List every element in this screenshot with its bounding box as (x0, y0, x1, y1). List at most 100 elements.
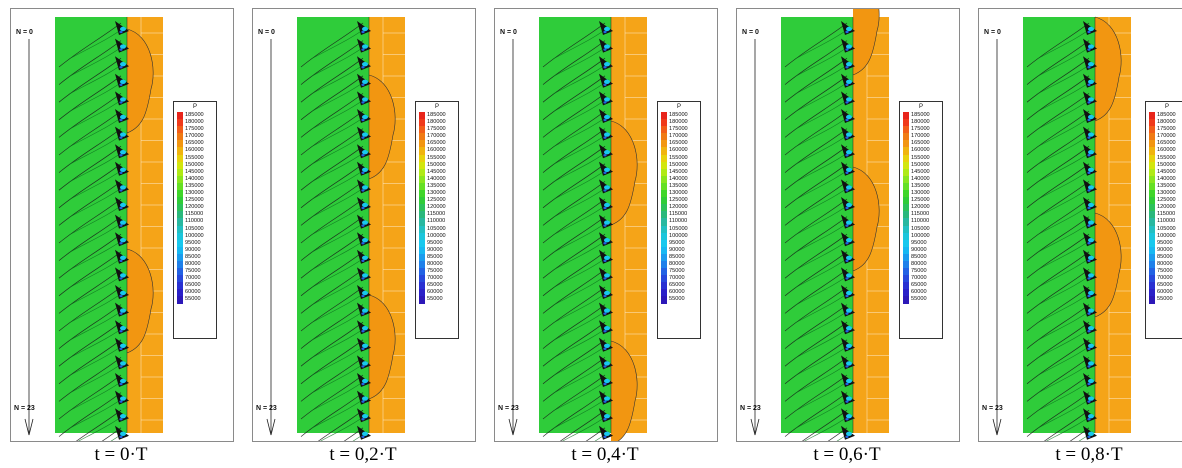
legend-swatch (1149, 197, 1155, 205)
legend-swatch (1149, 204, 1155, 212)
legend-row: 120000 (903, 204, 930, 212)
legend-row: 155000 (661, 154, 688, 162)
legend-swatch (1149, 168, 1155, 176)
legend-row: 80000 (419, 260, 446, 269)
legend-value: 85000 (1157, 253, 1173, 260)
legend-row: 165000 (903, 140, 930, 148)
legend-swatch (661, 232, 667, 240)
legend-swatch (1149, 282, 1155, 290)
legend-title: P (434, 104, 439, 110)
legend-row: 180000 (661, 119, 688, 127)
legend-value: 155000 (1157, 154, 1176, 161)
legend-swatch (1149, 275, 1155, 283)
legend-value: 80000 (427, 260, 443, 267)
legend-row: 130000 (177, 190, 204, 198)
passage-end-label: N = 23 (256, 405, 277, 412)
legend-row: 65000 (177, 282, 204, 290)
legend-row: 150000 (1149, 161, 1176, 169)
legend-swatch (419, 182, 425, 191)
legend-row: 170000 (419, 133, 446, 141)
legend-swatch (903, 225, 909, 233)
legend-value: 70000 (669, 275, 685, 282)
legend-value: 185000 (911, 112, 930, 118)
legend-swatch (903, 239, 909, 247)
legend-swatch (661, 275, 667, 283)
legend-row: 125000 (419, 197, 446, 205)
blade-wakes (1026, 21, 1097, 441)
legend-swatch (177, 225, 183, 233)
legend-value: 85000 (427, 253, 443, 260)
legend-swatch (661, 154, 667, 162)
legend-swatch (661, 133, 667, 141)
legend-row: 105000 (661, 225, 688, 233)
legend-row: 90000 (1149, 246, 1176, 254)
legend-row: 165000 (177, 140, 204, 148)
legend-value: 150000 (911, 161, 930, 168)
legend-row: 145000 (177, 168, 204, 176)
legend-value: 175000 (185, 126, 204, 133)
contour-plot (24, 17, 163, 441)
time-caption: t = 0,6·T (813, 444, 881, 465)
legend-swatch (1149, 218, 1155, 226)
legend-row: 70000 (419, 275, 446, 283)
legend-swatch (661, 296, 667, 304)
legend-value: 120000 (427, 204, 446, 211)
legend-swatch (177, 175, 183, 183)
legend-value: 85000 (911, 253, 927, 260)
passage-axis-arrowhead (508, 418, 518, 436)
legend-value: 120000 (185, 204, 204, 211)
passage-start-label: N = 0 (742, 29, 759, 36)
legend-swatch (419, 239, 425, 247)
legend-value: 100000 (185, 232, 204, 239)
legend-value: 115000 (185, 211, 204, 218)
legend-scale: 185000 180000 175000 170000 165000 160000 1550… (661, 112, 688, 304)
legend-value: 95000 (669, 239, 685, 246)
legend-swatch (661, 289, 667, 297)
legend-value: 160000 (669, 147, 688, 154)
legend-value: 145000 (427, 168, 446, 175)
legend-row: 60000 (903, 289, 930, 297)
legend-swatch (419, 190, 425, 198)
legend-row: 70000 (177, 275, 204, 283)
legend-row: 185000 (1149, 112, 1176, 120)
legend-row: 55000 (1149, 296, 1176, 304)
legend-row: 150000 (661, 161, 688, 169)
legend-value: 180000 (427, 119, 446, 126)
legend-row: 115000 (419, 211, 446, 219)
legend-value: 175000 (669, 126, 688, 133)
legend-value: 60000 (427, 289, 443, 296)
legend-value: 115000 (1157, 211, 1176, 218)
legend-row: 80000 (903, 260, 930, 269)
legend-swatch (661, 225, 667, 233)
legend-value: 70000 (185, 275, 201, 282)
legend-value: 75000 (427, 268, 443, 275)
legend-row: 180000 (419, 119, 446, 127)
legend-row: 95000 (903, 239, 930, 247)
legend-value: 135000 (427, 182, 446, 189)
legend-value: 155000 (669, 154, 688, 161)
legend-value: 95000 (1157, 239, 1173, 246)
legend-swatch (1149, 147, 1155, 155)
contour-panel: N = 0 N = 23 P 185000 180000 175000 170000 1650… (494, 8, 718, 442)
legend-swatch (177, 154, 183, 162)
legend-swatch (661, 140, 667, 148)
legend-row: 105000 (903, 225, 930, 233)
legend-row: 85000 (419, 253, 446, 261)
legend-row: 60000 (1149, 289, 1176, 297)
legend-value: 65000 (911, 282, 927, 289)
legend-swatch (419, 218, 425, 226)
legend-row: 100000 (903, 232, 930, 240)
legend-swatch (903, 275, 909, 283)
legend-row: 75000 (419, 268, 446, 276)
legend-row: 100000 (1149, 232, 1176, 240)
legend-value: 70000 (1157, 275, 1173, 282)
passage-axis-arrowhead (24, 418, 34, 436)
legend-value: 105000 (427, 225, 446, 232)
legend-row: 60000 (661, 289, 688, 297)
legend-row: 185000 (661, 112, 688, 120)
legend-swatch (177, 260, 183, 269)
legend-row: 95000 (419, 239, 446, 247)
legend-swatch (1149, 175, 1155, 183)
legend-value: 145000 (911, 168, 930, 175)
legend-swatch (903, 211, 909, 219)
